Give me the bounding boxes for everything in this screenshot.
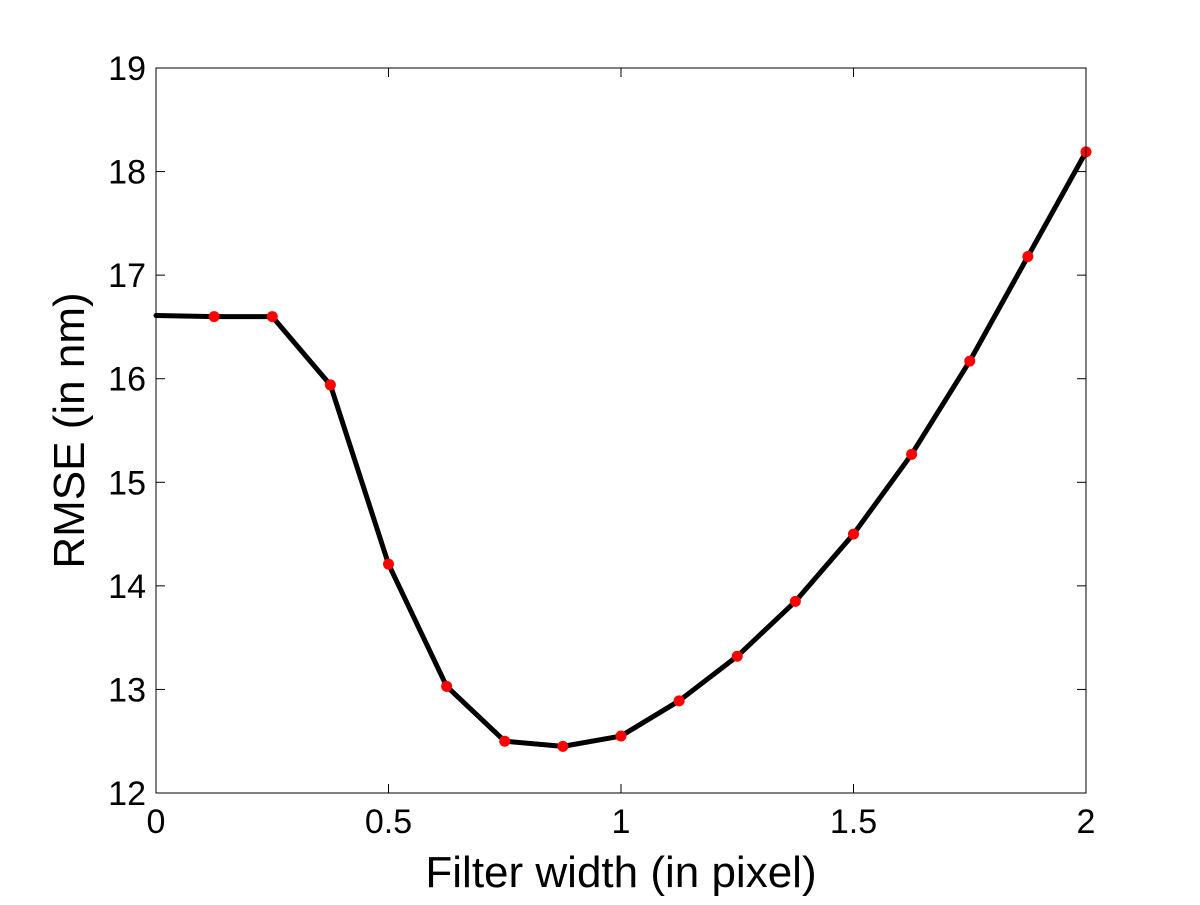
y-tick-label: 14 xyxy=(108,568,146,606)
x-tick-label: 1.5 xyxy=(830,803,877,841)
y-tick-label: 16 xyxy=(108,361,146,399)
plot-area xyxy=(156,68,1086,793)
data-point xyxy=(383,558,394,570)
data-point xyxy=(673,695,685,707)
data-point xyxy=(1022,251,1034,262)
data-point xyxy=(848,528,859,540)
data-point xyxy=(324,379,336,391)
data-point xyxy=(789,595,801,607)
y-axis-label: RMSE (in nm) xyxy=(45,292,94,568)
data-point xyxy=(731,650,743,662)
series-layer xyxy=(153,146,1092,752)
data-point xyxy=(615,730,627,742)
y-tick-label: 19 xyxy=(108,50,146,88)
data-point xyxy=(964,355,976,367)
data-point xyxy=(499,735,511,747)
y-tick-label: 17 xyxy=(108,257,146,295)
data-point xyxy=(441,680,453,692)
x-tick-label: 0.5 xyxy=(365,803,412,841)
y-tick-label: 12 xyxy=(108,775,146,813)
x-axis-label: Filter width (in pixel) xyxy=(425,848,816,897)
x-tick-label: 1 xyxy=(612,803,631,841)
y-tick-label: 13 xyxy=(108,671,146,709)
x-tick-label: 2 xyxy=(1077,803,1096,841)
data-point xyxy=(557,740,569,752)
x-tick-label: 0 xyxy=(147,803,166,841)
y-tick-label: 15 xyxy=(108,464,146,502)
data-point xyxy=(266,311,278,323)
ticks-layer: 0 0.5 1 1.5 2 12 13 14 15 16 17 18 19 xyxy=(108,50,1095,841)
y-tick-label: 18 xyxy=(108,154,146,192)
data-point xyxy=(208,311,220,323)
data-point xyxy=(906,448,918,460)
